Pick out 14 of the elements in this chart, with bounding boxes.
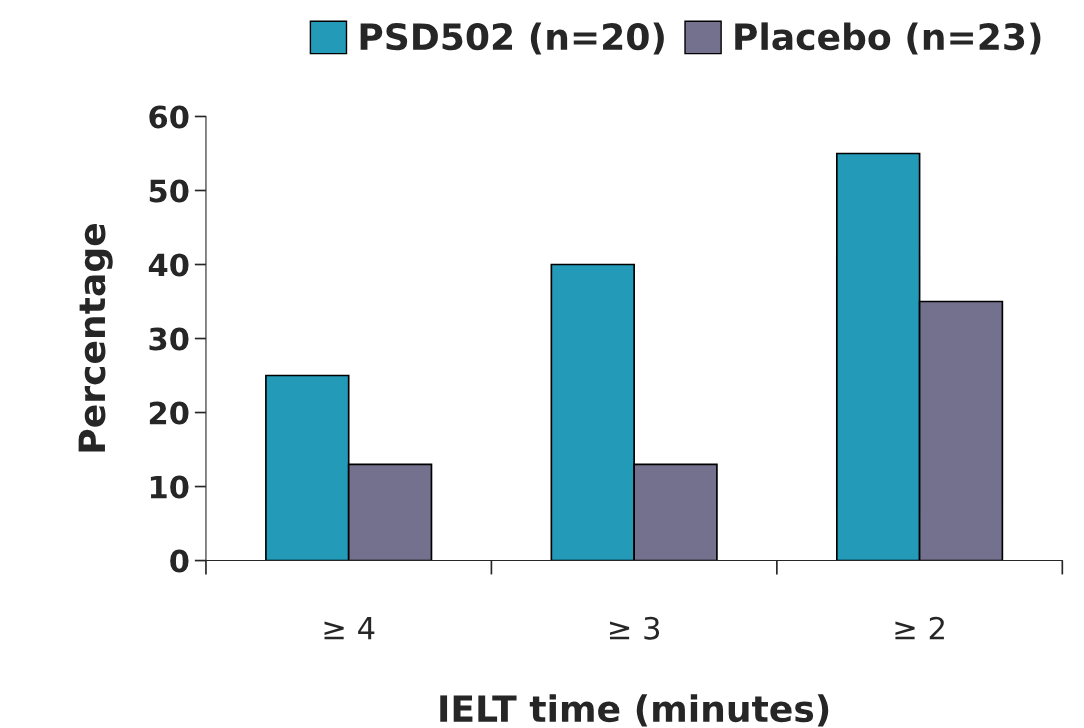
y-tick-label: 0 [170,549,189,573]
y-tick-label: 30 [149,327,189,351]
legend-label: Placebo (n=23) [735,22,1041,55]
x-axis-title: IELT time (minutes) [440,694,829,727]
y-tick-label: 10 [150,475,189,499]
x-tick-label: ≥ 3 [610,616,660,640]
x-tick-label: ≥ 4 [324,617,375,640]
y-axis-title: Percentage [78,224,113,452]
x-tick-label: ≥ 2 [895,616,944,640]
y-tick-label: 60 [149,105,189,129]
y-tick-label: 20 [149,401,189,425]
y-tick-label: 40 [148,253,189,277]
legend-label: PSD502 (n=20) [360,22,664,55]
y-tick-label: 50 [149,179,189,203]
